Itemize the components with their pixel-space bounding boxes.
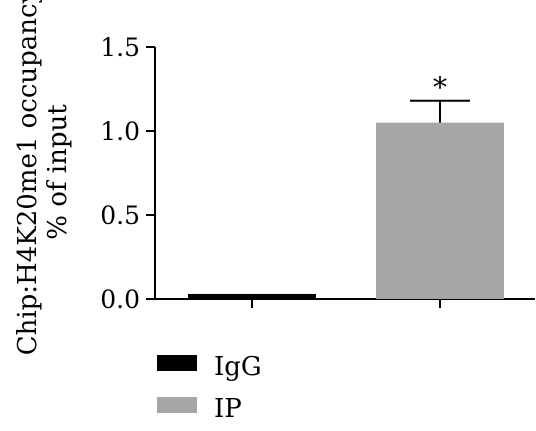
bar-igg: [188, 293, 316, 299]
legend-label-igg: IgG: [214, 352, 262, 382]
y-axis-title: Chip:H4K20me1 occupancy % of input: [13, 0, 73, 355]
legend-swatch-ip: [157, 397, 197, 413]
y-tick-label: 0.5: [100, 201, 140, 230]
significance-marker: *: [433, 71, 447, 104]
legend-swatch-igg: [157, 355, 197, 371]
y-axis-title-line-1: Chip:H4K20me1 occupancy: [13, 0, 43, 355]
bars: [188, 122, 504, 299]
bar-ip: [376, 122, 504, 299]
y-tick-label: 1.5: [100, 33, 140, 62]
y-axis-ticks: 0.0 0.5 1.0 1.5: [100, 33, 155, 314]
x-axis-ticks: [251, 299, 441, 308]
legend: IgG IP: [157, 352, 262, 424]
y-tick-label: 0.0: [100, 285, 140, 314]
legend-label-ip: IP: [214, 394, 242, 424]
error-bars: [410, 99, 470, 123]
y-tick-label: 1.0: [100, 117, 140, 146]
annotations: *: [433, 71, 447, 104]
y-axis-title-line-2: % of input: [43, 104, 73, 240]
